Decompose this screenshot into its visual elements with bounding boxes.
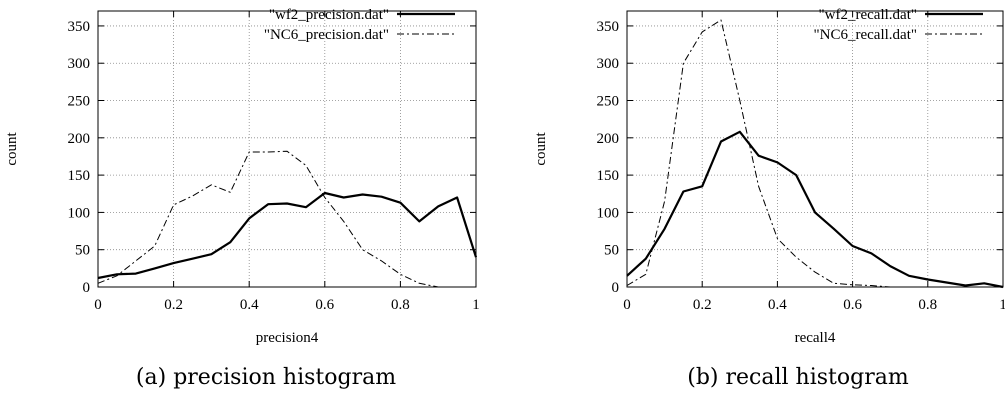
chart-a-x-tick-label: 0 xyxy=(94,297,102,313)
chart-a: 0 0.2 0.4 0.6 0.8 1 0 50 100 150 200 250 300 350 preci… xyxy=(4,7,480,390)
chart-a-y-tick-label: 100 xyxy=(68,205,91,221)
chart-b-x-tick-label: 0.6 xyxy=(843,297,862,313)
chart-b-x-tick-label: 0.4 xyxy=(768,297,787,313)
chart-a-x-tick-label: 0.4 xyxy=(240,297,259,313)
chart-a-y-tick-label: 0 xyxy=(83,280,91,296)
chart-a-x-tick-label: 1 xyxy=(472,297,480,313)
chart-b-x-tick-label: 0 xyxy=(623,297,631,313)
chart-a-legend-label: "NC6_precision.dat" xyxy=(264,27,389,43)
chart-b-y-tick-label: 50 xyxy=(604,243,619,259)
chart-a-y-tick-label: 350 xyxy=(68,19,91,35)
chart-a-x-axis-label: precision4 xyxy=(256,330,319,346)
chart-a-y-tick-label: 50 xyxy=(75,243,90,259)
chart-b-legend-label: "wf2_recall.dat" xyxy=(819,7,917,23)
chart-b-series-wf2-line xyxy=(626,130,1004,289)
chart-b-x-tick-label: 0.8 xyxy=(918,297,937,313)
chart-a-y-tick-label: 250 xyxy=(68,94,91,110)
chart-a-x-tick-label: 0.8 xyxy=(391,297,410,313)
chart-b-y-tick-label: 100 xyxy=(597,205,620,221)
chart-b-y-tick-label: 300 xyxy=(597,56,620,72)
chart-a-x-tick-label: 0.2 xyxy=(164,297,183,313)
chart-b-y-tick-label: 0 xyxy=(612,280,620,296)
chart-b-y-axis-label: count xyxy=(533,132,549,166)
chart-b-caption: (b) recall histogram xyxy=(687,365,909,390)
chart-b-y-tick-label: 200 xyxy=(597,131,620,147)
chart-a-caption: (a) precision histogram xyxy=(136,365,396,390)
chart-b-y-tick-label: 250 xyxy=(597,94,620,110)
chart-a-series-wf2-line xyxy=(97,191,478,280)
chart-b-y-tick-label: 350 xyxy=(597,19,620,35)
chart-b-x-tick-label: 1 xyxy=(999,297,1005,313)
chart-a-y-tick-label: 150 xyxy=(68,168,91,184)
chart-a-legend-label: "wf2_precision.dat" xyxy=(269,7,389,23)
chart-a-y-tick-label: 300 xyxy=(68,56,91,72)
chart-a-y-tick-label: 200 xyxy=(68,131,91,147)
chart-a-plot-frame xyxy=(97,10,477,288)
chart-b-y-tick-label: 150 xyxy=(597,168,620,184)
chart-b-series-nc6-line xyxy=(626,19,1003,288)
chart-b-x-axis-label: recall4 xyxy=(795,330,836,346)
chart-a-x-tick-label: 0.6 xyxy=(315,297,334,313)
chart-b: 0 0.2 0.4 0.6 0.8 1 0 50 100 150 200 250 300 350 recal… xyxy=(533,7,1005,390)
chart-a-series-nc6-line xyxy=(97,150,476,288)
chart-a-y-axis-label: count xyxy=(4,132,20,166)
chart-b-plot-frame xyxy=(626,10,1004,288)
chart-b-x-tick-label: 0.2 xyxy=(693,297,712,313)
chart-b-legend-label: "NC6_recall.dat" xyxy=(814,27,917,43)
